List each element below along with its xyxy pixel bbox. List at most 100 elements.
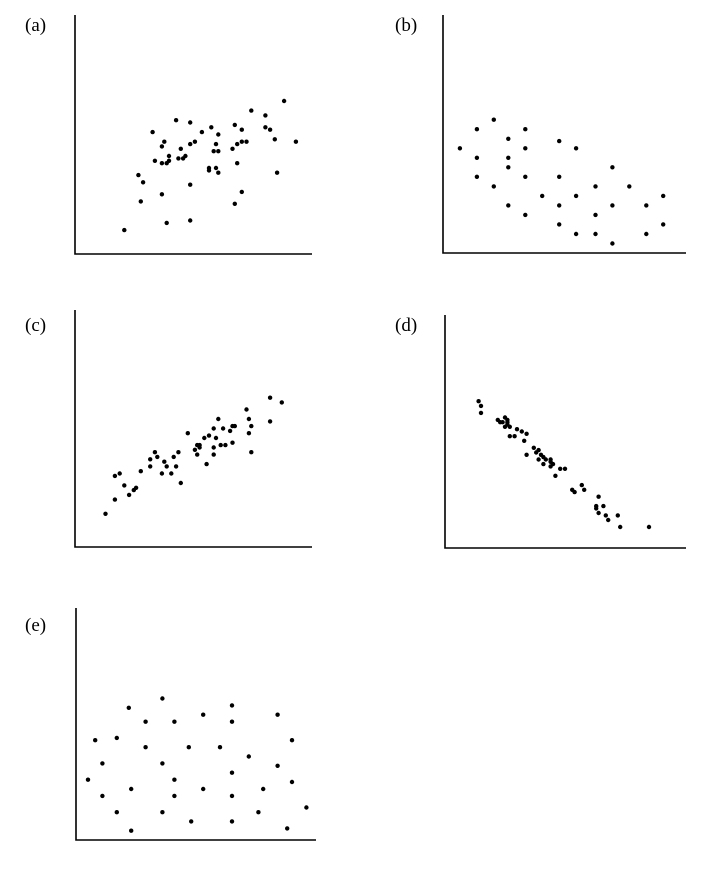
data-point [195,452,200,457]
data-point [136,172,141,178]
scatter-panel-c: (c) [25,310,312,548]
data-point [514,427,520,432]
data-point [169,471,174,476]
data-point [246,431,252,436]
data-point [138,469,143,474]
data-point [293,139,299,144]
data-point [239,189,244,195]
data-point [523,174,528,179]
data-point [159,161,165,166]
data-point [522,438,527,443]
data-point [573,231,579,237]
data-point [506,155,511,160]
data-point [217,745,223,750]
scatter-panel-e: (e) [25,608,316,841]
data-point [213,165,219,171]
data-point [112,473,118,479]
data-point [457,146,463,151]
data-point [138,199,143,204]
data-point [211,149,216,154]
data-point [160,761,165,766]
data-point [249,108,254,113]
data-point [188,120,193,125]
data-point [507,434,512,439]
data-point [557,222,562,227]
data-point [275,712,280,717]
data-point [606,517,611,523]
data-point [188,182,193,187]
panel-label: (d) [395,315,417,336]
data-point [162,459,167,464]
data-point [129,786,134,792]
data-point [216,149,221,154]
data-point [188,218,193,223]
data-point [281,98,287,104]
data-point [573,146,579,151]
data-point [523,127,528,132]
data-point [249,450,254,455]
data-point [596,510,601,516]
data-point [524,452,529,457]
data-point [103,511,108,516]
data-point [524,431,529,436]
data-point [661,193,666,199]
data-point [289,779,295,785]
data-point [143,745,148,750]
data-point [279,400,284,405]
data-point [540,193,545,199]
data-point [541,461,546,467]
data-point [601,503,606,509]
data-point [183,153,188,159]
data-point [244,139,249,144]
data-point [176,156,181,161]
data-point [150,129,155,135]
data-point [263,125,268,130]
data-point [610,241,615,246]
data-point [474,174,480,179]
scatter-panel-b: (b) [395,15,686,254]
data-point [256,810,261,815]
data-point [572,489,577,495]
data-point [211,452,216,457]
data-point [178,146,183,151]
data-point [272,137,277,142]
data-point [201,712,206,717]
data-point [133,485,139,490]
data-point [239,127,244,132]
axes [74,310,312,548]
data-point [536,447,541,453]
data-point [229,819,235,824]
data-point [213,141,219,147]
data-point [644,231,649,237]
data-point [199,129,205,135]
data-point [506,203,511,208]
data-point [230,440,235,445]
data-point [267,127,273,132]
data-point [229,703,235,708]
data-point [117,471,122,476]
panel-label: (c) [25,315,46,336]
data-point [593,212,598,218]
data-point [474,155,480,160]
data-point [93,738,98,743]
axes [75,608,316,841]
data-point [232,423,237,429]
data-point [192,139,198,144]
data-point [557,203,562,208]
data-point [523,146,528,151]
data-point [285,826,290,831]
data-point [218,442,223,448]
data-point [216,132,221,137]
data-point [474,127,480,132]
data-point [206,433,212,438]
data-point [189,819,194,824]
data-point [197,442,202,448]
data-point [275,763,280,768]
data-point [507,424,512,429]
data-point [519,429,524,434]
data-point [267,419,273,424]
data-point [557,174,562,179]
data-point [173,464,179,469]
data-point [244,407,249,412]
